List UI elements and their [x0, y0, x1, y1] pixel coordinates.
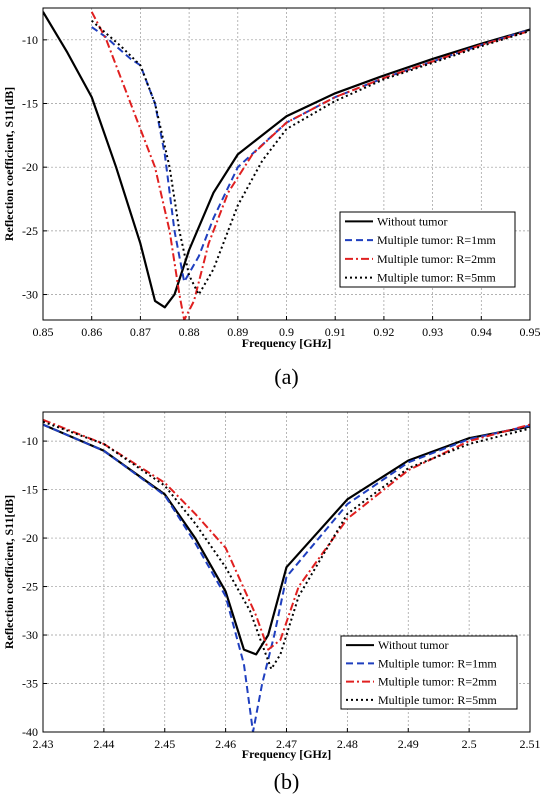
y-tick-label: -20	[22, 160, 38, 174]
series-group	[43, 418, 530, 732]
series-line-2	[43, 418, 530, 651]
x-tick-label: 0.9	[279, 325, 294, 339]
x-tick-label: 2.47	[276, 737, 297, 751]
series-line-1	[91, 26, 530, 283]
legend-box	[340, 635, 518, 710]
legend-label-1: Multiple tumor: R=1mm	[378, 656, 497, 670]
y-tick-label: -15	[22, 97, 38, 111]
y-tick-label: -30	[22, 288, 38, 302]
series-line-2	[90, 11, 530, 320]
y-tick-label: -30	[22, 628, 38, 642]
series-line-3	[91, 19, 530, 296]
y-axis-label: Reflection coefficient, S11[dB]	[2, 87, 16, 241]
x-tick-label: 2.46	[215, 737, 236, 751]
series-line-0	[43, 423, 530, 656]
x-tick-label: 0.91	[325, 325, 346, 339]
x-tick-label: 0.94	[471, 325, 492, 339]
legend-label-3: Multiple tumor: R=5mm	[378, 693, 497, 707]
figure-caption: (b)	[274, 769, 300, 794]
y-tick-label: -25	[22, 580, 38, 594]
legend-label-3: Multiple tumor: R=5mm	[377, 271, 496, 285]
x-tick-label: 2.49	[398, 737, 419, 751]
y-tick-label: -40	[22, 725, 38, 739]
x-tick-label: 0.92	[373, 325, 394, 339]
x-tick-label: 2.5	[462, 737, 477, 751]
y-tick-label: -10	[22, 33, 38, 47]
chart-panel-1: 2.43 2.44 2.45 2.46 2.47 2.48 2.49 2.5 2.51 -40 -3…	[2, 411, 541, 794]
y-tick-label: -35	[22, 677, 38, 691]
x-tick-label: 0.85	[33, 325, 54, 339]
x-tick-label: 0.89	[227, 325, 248, 339]
y-axis-label: Reflection coefficient, S11[dB]	[2, 495, 16, 649]
x-tick-label: 2.48	[337, 737, 358, 751]
series-line-1	[43, 423, 530, 732]
x-tick-label: 2.44	[93, 737, 114, 751]
legend-label-2: Multiple tumor: R=2mm	[378, 675, 497, 689]
y-tick-label: -20	[22, 531, 38, 545]
legend-label-0: Without tumor	[377, 214, 448, 228]
x-axis-label: Frequency [GHz]	[242, 747, 331, 761]
y-tick-label: -15	[22, 483, 38, 497]
legend: Without tumor Multiple tumor: R=1mm Multip…	[340, 635, 518, 710]
y-tick-label: -10	[22, 434, 38, 448]
figure-caption: (a)	[274, 364, 298, 389]
legend-label-1: Multiple tumor: R=1mm	[377, 233, 496, 247]
x-tick-label: 0.86	[81, 325, 102, 339]
x-tick-label: 0.87	[130, 325, 151, 339]
x-axis-label: Frequency [GHz]	[242, 336, 331, 350]
legend-label-2: Multiple tumor: R=2mm	[377, 252, 496, 266]
x-tick-label: 2.45	[154, 737, 175, 751]
series-group	[43, 11, 530, 320]
x-tick-label: 2.43	[33, 737, 54, 751]
x-tick-label: 0.93	[422, 325, 443, 339]
series-line-3	[43, 420, 530, 670]
legend: Without tumor Multiple tumor: R=1mm Multip…	[339, 211, 516, 288]
x-tick-label: 2.51	[520, 737, 541, 751]
x-tick-label: 0.88	[179, 325, 200, 339]
legend-label-0: Without tumor	[378, 638, 449, 652]
x-tick-label: 0.95	[520, 325, 541, 339]
series-line-0	[43, 11, 530, 309]
chart-panel-0: 0.85 0.86 0.87 0.88 0.89 0.9 0.91 0.92 0.93 0.94 0…	[2, 7, 541, 389]
legend-box	[339, 211, 516, 288]
y-tick-label: -25	[22, 224, 38, 238]
